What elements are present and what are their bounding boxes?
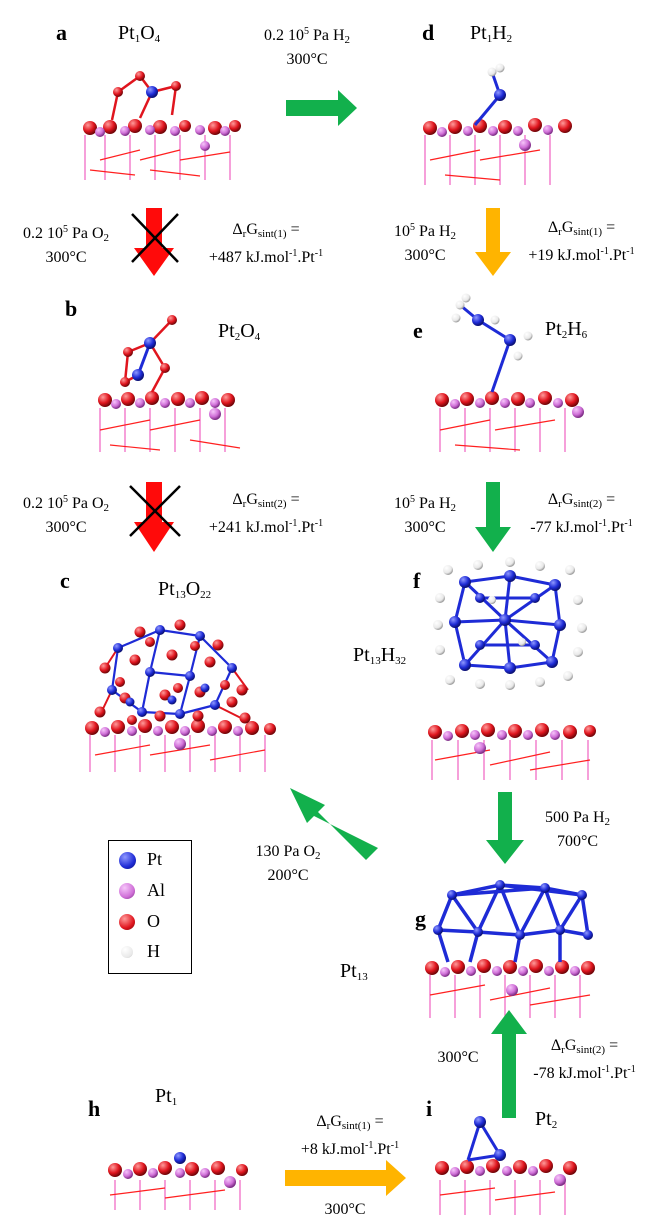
formula-a: Pt1O4 xyxy=(118,22,161,45)
h-atom-icon xyxy=(121,946,133,958)
energy-i-to-g: ΔrGsint(2) = -78 kJ.mol-1.Pt-1 xyxy=(533,1037,636,1082)
panel-letter-f: f xyxy=(413,568,421,593)
legend-label-h: H xyxy=(147,941,160,961)
energy-e-to-f: ΔrGsint(2) = -77 kJ.mol-1.Pt-1 xyxy=(530,491,633,536)
cluster-pt13o22 xyxy=(94,619,251,725)
arrow-i-to-g xyxy=(491,1010,527,1118)
formula-g: Pt13 xyxy=(340,960,368,983)
cross-b-to-c xyxy=(129,485,181,537)
formula-b: Pt2O4 xyxy=(218,320,261,343)
support-slab-c xyxy=(85,719,276,772)
cluster-pt1o4 xyxy=(110,71,181,121)
arrow-a-to-b xyxy=(134,208,174,276)
panel-letter-d: d xyxy=(422,20,435,45)
energy-h-to-i: ΔrGsint(1) = +8 kJ.mol-1.Pt-1 xyxy=(300,1113,400,1158)
formula-h: Pt1 xyxy=(155,1085,178,1108)
pt-atom-icon xyxy=(119,852,136,869)
arrow-h-to-i xyxy=(285,1160,406,1196)
support-slab-g xyxy=(425,959,595,1018)
formula-e: Pt2H6 xyxy=(545,318,588,341)
panel-letter-e: e xyxy=(413,318,423,343)
conditions-f-to-g: 500 Pa H2 700°C xyxy=(544,809,611,850)
conditions-e-to-f: 105 Pa H2 300°C xyxy=(393,494,457,536)
arrow-b-to-c xyxy=(134,482,174,552)
support-slab-i xyxy=(435,1159,577,1215)
arrow-f-to-g xyxy=(486,792,524,864)
cluster-pt13 xyxy=(433,880,593,963)
legend: Pt Al O H xyxy=(108,840,192,974)
cluster-pt13h32 xyxy=(433,557,587,690)
cluster-pt1 xyxy=(174,1152,186,1164)
legend-label-pt: Pt xyxy=(147,849,163,869)
support-slab-b xyxy=(98,391,241,452)
arrow-a-to-d xyxy=(286,90,357,126)
panel-letter-c: c xyxy=(60,568,70,593)
panel-letter-b: b xyxy=(65,296,78,321)
legend-label-al: Al xyxy=(147,880,165,900)
formula-d: Pt1H2 xyxy=(470,22,513,45)
formula-c: Pt13O22 xyxy=(158,578,212,601)
arrow-d-to-e xyxy=(475,208,511,276)
cluster-pt2o4 xyxy=(120,315,177,393)
cluster-pt1h2 xyxy=(473,63,506,126)
panel-letter-a: a xyxy=(56,20,67,45)
formula-f: Pt13H32 xyxy=(353,644,407,667)
formula-i: Pt2 xyxy=(535,1108,558,1131)
support-slab-f xyxy=(428,723,596,780)
conditions-b-to-c: 0.2 105 Pa O2 300°C xyxy=(22,494,110,536)
panel-letter-i: i xyxy=(426,1096,433,1121)
energy-a-to-b: ΔrGsint(1) = +487 kJ.mol-1.Pt-1 xyxy=(208,221,324,266)
cross-a-to-b xyxy=(131,213,179,263)
panel-letter-g: g xyxy=(415,906,426,931)
cluster-pt2 xyxy=(466,1116,506,1162)
cluster-pt2h6 xyxy=(451,293,533,393)
energy-d-to-e: ΔrGsint(1) = +19 kJ.mol-1.Pt-1 xyxy=(528,219,635,264)
energy-b-to-c: ΔrGsint(2) = +241 kJ.mol-1.Pt-1 xyxy=(208,491,324,536)
support-slab-a xyxy=(83,119,241,180)
support-slab-h xyxy=(108,1161,248,1210)
conditions-g-to-c: 130 Pa O2 200°C xyxy=(255,843,321,884)
panel-letter-h: h xyxy=(88,1096,101,1121)
arrow-g-to-c xyxy=(290,788,378,860)
conditions-h-to-i: 300°C xyxy=(324,1201,366,1218)
support-slab-d xyxy=(423,118,572,185)
conditions-i-to-g: 300°C xyxy=(437,1049,479,1066)
legend-label-o: O xyxy=(147,911,160,931)
conditions-d-to-e: 105 Pa H2 300°C xyxy=(393,222,457,264)
arrow-e-to-f xyxy=(475,482,511,552)
o-atom-icon xyxy=(119,914,135,930)
al-atom-icon xyxy=(119,883,135,899)
conditions-a-to-b: 0.2 105 Pa O2 300°C xyxy=(22,224,110,266)
conditions-a-to-d: 0.2 105 Pa H2 300°C xyxy=(263,26,351,68)
support-slab-e xyxy=(435,391,584,452)
